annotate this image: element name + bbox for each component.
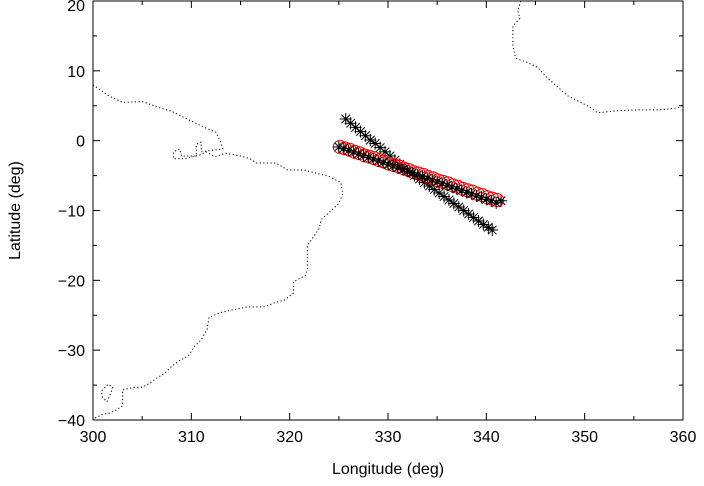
star-point (480, 193, 493, 206)
star-point (372, 154, 385, 167)
star-point (470, 189, 483, 202)
star-point (357, 149, 370, 162)
star-point (460, 186, 473, 199)
star-point (411, 168, 424, 181)
star-point (447, 197, 460, 210)
star-point (485, 194, 498, 207)
y-tick-label: −20 (58, 273, 85, 290)
star-point (354, 125, 367, 138)
star-point (450, 182, 463, 195)
star-point (455, 184, 468, 197)
star-point (377, 156, 390, 169)
star-point (408, 169, 421, 182)
star-point (393, 158, 406, 171)
star-point (475, 191, 488, 204)
x-axis-label: Longitude (deg) (332, 461, 444, 478)
star-point (482, 221, 495, 234)
star-point (490, 196, 503, 209)
y-tick-label: 10 (67, 64, 85, 81)
star-point (472, 214, 485, 227)
y-axis-label: Latitude (deg) (7, 161, 24, 260)
star-point (364, 133, 377, 146)
star-point (337, 142, 350, 155)
star-point (359, 129, 372, 142)
x-tick-label: 340 (473, 429, 500, 446)
star-point (379, 145, 392, 158)
y-tick-label: −40 (58, 413, 85, 430)
star-point (452, 201, 465, 214)
star-point (433, 187, 446, 200)
y-tick-label: −30 (58, 343, 85, 360)
star-point (465, 187, 478, 200)
star-point (426, 173, 439, 186)
star-point (339, 113, 352, 126)
y-tick-label: −10 (58, 204, 85, 221)
x-tick-label: 330 (375, 429, 402, 446)
star-point (347, 145, 360, 158)
x-tick-label: 300 (80, 429, 107, 446)
star-point (332, 140, 345, 153)
coastline-0 (93, 84, 344, 420)
y-tick-label: 0 (76, 134, 85, 151)
series-2 (332, 140, 508, 209)
star-point (406, 166, 419, 179)
star-point (477, 218, 490, 231)
star-point (367, 152, 380, 165)
star-point (457, 204, 470, 217)
x-tick-label: 310 (178, 429, 205, 446)
star-point (495, 194, 508, 207)
tick-layer (92, 0, 684, 421)
y-tick-labels: −40 −30 −20 −10 0 10 20 (58, 0, 85, 430)
star-point (349, 121, 362, 134)
coastline-layer (93, 1, 683, 420)
star-point (396, 163, 409, 176)
x-tick-label: 360 (670, 429, 697, 446)
star-point (431, 175, 444, 188)
star-point (441, 179, 453, 192)
star-point (391, 161, 404, 174)
star-point (352, 147, 365, 160)
y-tick-label: 20 (67, 0, 85, 15)
star-point (428, 183, 441, 196)
star-point (362, 151, 375, 164)
star-point (462, 207, 475, 220)
star-point (486, 224, 499, 237)
star-point (386, 159, 399, 172)
star-point (383, 150, 396, 163)
star-point (401, 165, 414, 178)
star-point (467, 211, 480, 224)
star-point (342, 144, 355, 157)
star-point (369, 137, 382, 150)
coastline-2 (512, 1, 683, 114)
coastline-1 (101, 383, 114, 403)
star-point (344, 117, 357, 130)
star-point (416, 170, 429, 183)
star-point (421, 172, 434, 185)
x-tick-label: 320 (276, 429, 303, 446)
star-point (374, 141, 387, 154)
star-point (445, 180, 458, 193)
star-point (436, 177, 449, 190)
marker-layer (332, 113, 508, 237)
x-tick-label: 350 (571, 429, 598, 446)
star-point (382, 158, 394, 171)
star-point (442, 194, 455, 207)
x-tick-labels: 300 310 320 330 340 350 360 (80, 429, 697, 446)
plot-frame (92, 0, 684, 421)
star-point (423, 180, 436, 193)
star-point (438, 190, 451, 203)
